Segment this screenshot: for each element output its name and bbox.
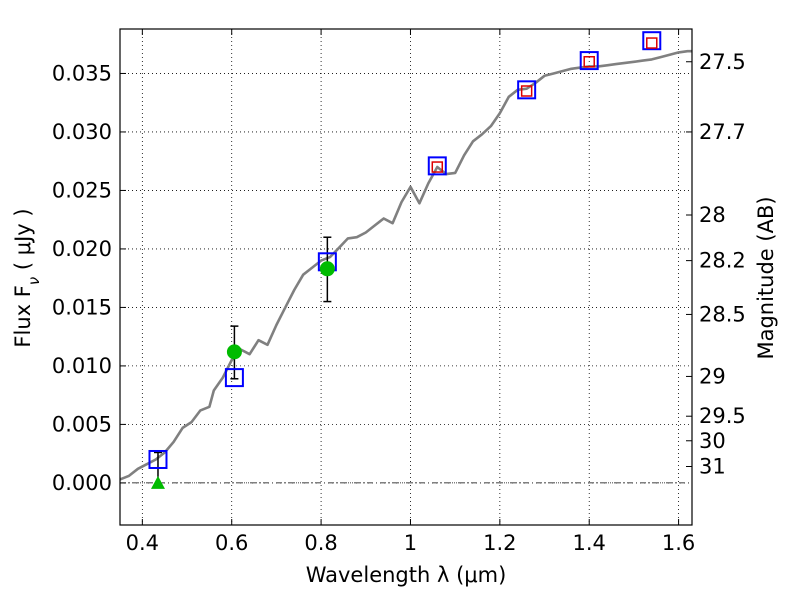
y-tick-label: 0.025 [52, 178, 112, 202]
model-photometry-square [642, 31, 662, 51]
x-axis-title: Wavelength λ (μm) [306, 563, 507, 587]
y-tick-labels: 0.000 0.005 0.010 0.015 0.020 0.025 0.030 0.035 [52, 61, 112, 494]
y-tick-label: 0.030 [52, 120, 112, 144]
right-tick-label: 27.5 [699, 50, 746, 74]
x-tick-label: 0.8 [304, 531, 337, 555]
plot-frame [119, 28, 693, 526]
x-tick-label: 1 [404, 531, 417, 555]
observed-flux-point [319, 261, 335, 277]
x-tick-label: 1.6 [662, 531, 695, 555]
x-tick-label: 1.2 [483, 531, 516, 555]
right-axis-title: Magnitude (AB) [754, 196, 778, 359]
tick-marks [120, 29, 692, 525]
y-axis-title-subscript: ν [25, 277, 43, 285]
y-axis-title-main: Flux F [11, 285, 35, 347]
y-tick-label: 0.020 [52, 237, 112, 261]
y-tick-label: 0.015 [52, 295, 112, 319]
y-axis-title: Flux Fν ( μJy ) [11, 208, 43, 347]
right-tick-label: 28.2 [699, 249, 746, 273]
red-photometry-square [431, 161, 444, 173]
model-photometry-square [427, 156, 447, 176]
observed-flux-point [226, 344, 242, 360]
y-tick-label: 0.005 [52, 412, 112, 436]
right-tick-label: 27.7 [699, 120, 746, 144]
red-photometry-square [646, 37, 658, 49]
model-photometry-square [517, 80, 537, 100]
model-photometry-square [579, 51, 599, 71]
model-spectrum [119, 49, 692, 481]
y-tick-label: 0.000 [52, 471, 112, 495]
x-tick-label: 0.4 [126, 531, 159, 555]
right-tick-label: 29 [699, 364, 726, 388]
red-photometry-square [583, 56, 595, 68]
x-tick-labels: 0.4 0.6 0.8 1 1.2 1.4 1.6 [126, 531, 696, 555]
model-photometry-square [148, 449, 168, 469]
right-tick-label: 31 [699, 455, 726, 479]
y-tick-label: 0.010 [52, 354, 112, 378]
photometry-markers [148, 31, 662, 489]
right-tick-label: 30 [699, 429, 726, 453]
y-tick-label: 0.035 [52, 61, 112, 85]
x-tick-label: 1.4 [573, 531, 606, 555]
model-photometry-square [224, 368, 244, 388]
right-tick-label: 28.5 [699, 302, 746, 326]
grid-lines [120, 29, 692, 525]
right-tick-label: 28 [699, 203, 726, 227]
right-tick-label: 29.5 [699, 404, 746, 428]
y-axis-title-unit: ( μJy ) [11, 208, 35, 276]
upper-limit-triangle [150, 475, 165, 489]
spectrum-line [119, 49, 692, 481]
x-tick-label: 0.6 [215, 531, 248, 555]
red-photometry-square [520, 85, 533, 97]
